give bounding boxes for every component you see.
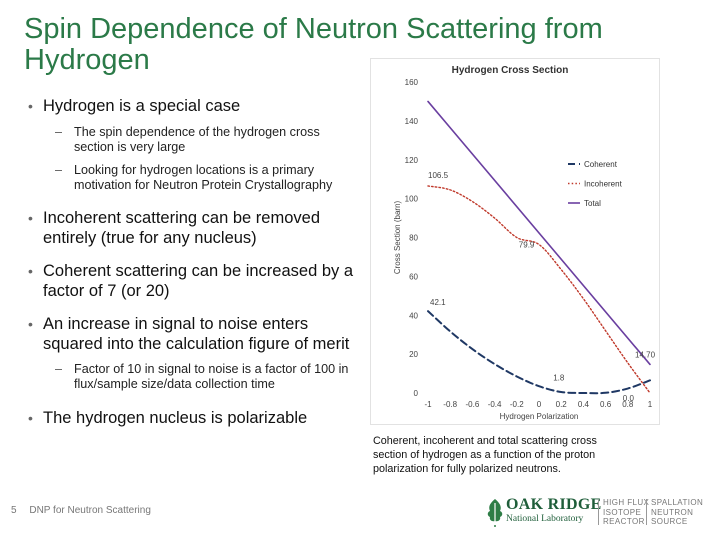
chart-frame (370, 58, 660, 425)
sub-bullet-factor-ten: Factor of 10 in signal to noise is a fac… (24, 362, 354, 392)
hydrogen-cross-section-chart: Hydrogen Cross Section 0 20 40 60 80 100 120 140… (370, 58, 660, 426)
y-axis-label: Cross Section (barn) (393, 200, 402, 274)
chart-caption: Coherent, incoherent and total scatterin… (373, 435, 597, 475)
data-label: 1.8 (553, 374, 565, 383)
x-axis-label: Hydrogen Polarization (500, 412, 579, 421)
bullet-list: Hydrogen is a special case The spin depe… (24, 96, 354, 428)
ornl-logo: OAK RIDGE National Laboratory HIGH FLUX … (484, 497, 714, 529)
y-tick-label: 0 (414, 389, 419, 398)
chart-title: Hydrogen Cross Section (452, 65, 569, 76)
x-tick-label: -0.8 (443, 400, 457, 409)
series-line-incoherent (427, 185, 651, 394)
sub-bullet-hydrogen-locations: Looking for hydrogen locations is a prim… (24, 163, 354, 193)
x-tick-label: 0.6 (600, 400, 612, 409)
logo-divider (598, 499, 599, 525)
slide-title: Spin Dependence of Neutron Scattering fr… (24, 13, 603, 76)
ornl-wordmark: OAK RIDGE National Laboratory (506, 497, 602, 525)
y-tick-label: 40 (409, 311, 418, 320)
sns-line1: SPALLATION (651, 498, 704, 507)
legend-label-incoherent: Incoherent (584, 180, 623, 189)
y-tick-label: 60 (409, 272, 418, 281)
x-tick-label: -0.4 (488, 400, 502, 409)
data-label: 14.70 (635, 350, 656, 359)
oak-leaf-icon (487, 499, 503, 527)
x-tick-label: 0.2 (556, 400, 568, 409)
x-tick-label: 0.8 (622, 400, 634, 409)
bullet-hydrogen-special: Hydrogen is a special case (24, 96, 354, 116)
series-line-coherent (427, 310, 651, 395)
y-tick-label: 100 (405, 195, 419, 204)
sns-line2: NEUTRON (651, 507, 694, 517)
x-tick-label: -0.6 (466, 400, 480, 409)
sns-label: SPALLATION NEUTRON SOURCE (651, 498, 703, 527)
series-line-total (427, 100, 651, 366)
logo-line2: National Laboratory (506, 514, 584, 524)
footer-text: DNP for Neutron Scattering (29, 505, 151, 516)
data-label: 79.9 (519, 241, 535, 250)
chart-svg: Hydrogen Cross Section 0 20 40 60 80 100 120 140… (370, 58, 660, 425)
sns-line3: SOURCE (651, 517, 688, 526)
page-number: 5 (11, 505, 17, 516)
y-tick-label: 160 (405, 78, 419, 87)
data-label: 0.0 (623, 394, 635, 403)
hfir-line3: REACTOR (603, 517, 645, 526)
logo-line1: OAK RIDGE (506, 496, 602, 513)
x-tick-label: -1 (424, 400, 432, 409)
y-tick-label: 140 (405, 117, 419, 126)
y-tick-label: 120 (405, 156, 419, 165)
y-tick-label: 20 (409, 350, 418, 359)
data-label: 106.5 (428, 171, 449, 180)
y-tick-label: 80 (409, 234, 418, 243)
logo-divider (646, 499, 647, 525)
bullet-signal-noise: An increase in signal to noise enters sq… (24, 314, 354, 354)
legend-label-coherent: Coherent (584, 160, 618, 169)
sub-bullet-spin-dependence: The spin dependence of the hydrogen cros… (24, 125, 354, 155)
x-tick-label: 1 (648, 400, 653, 409)
x-tick-label: 0.4 (578, 400, 590, 409)
legend-label-total: Total (584, 199, 601, 208)
bullet-coherent: Coherent scattering can be increased by … (24, 261, 354, 301)
data-label: 42.1 (430, 298, 446, 307)
bullet-polarizable: The hydrogen nucleus is polarizable (24, 408, 354, 428)
x-tick-label: 0 (537, 400, 542, 409)
bullet-incoherent: Incoherent scattering can be removed ent… (24, 208, 354, 248)
x-tick-label: -0.2 (510, 400, 524, 409)
footer: 5 DNP for Neutron Scattering (11, 505, 151, 516)
hfir-line2: ISOTOPE (603, 507, 642, 517)
hfir-line1: HIGH FLUX (603, 498, 650, 507)
hfir-label: HIGH FLUX ISOTOPE REACTOR (603, 498, 649, 527)
